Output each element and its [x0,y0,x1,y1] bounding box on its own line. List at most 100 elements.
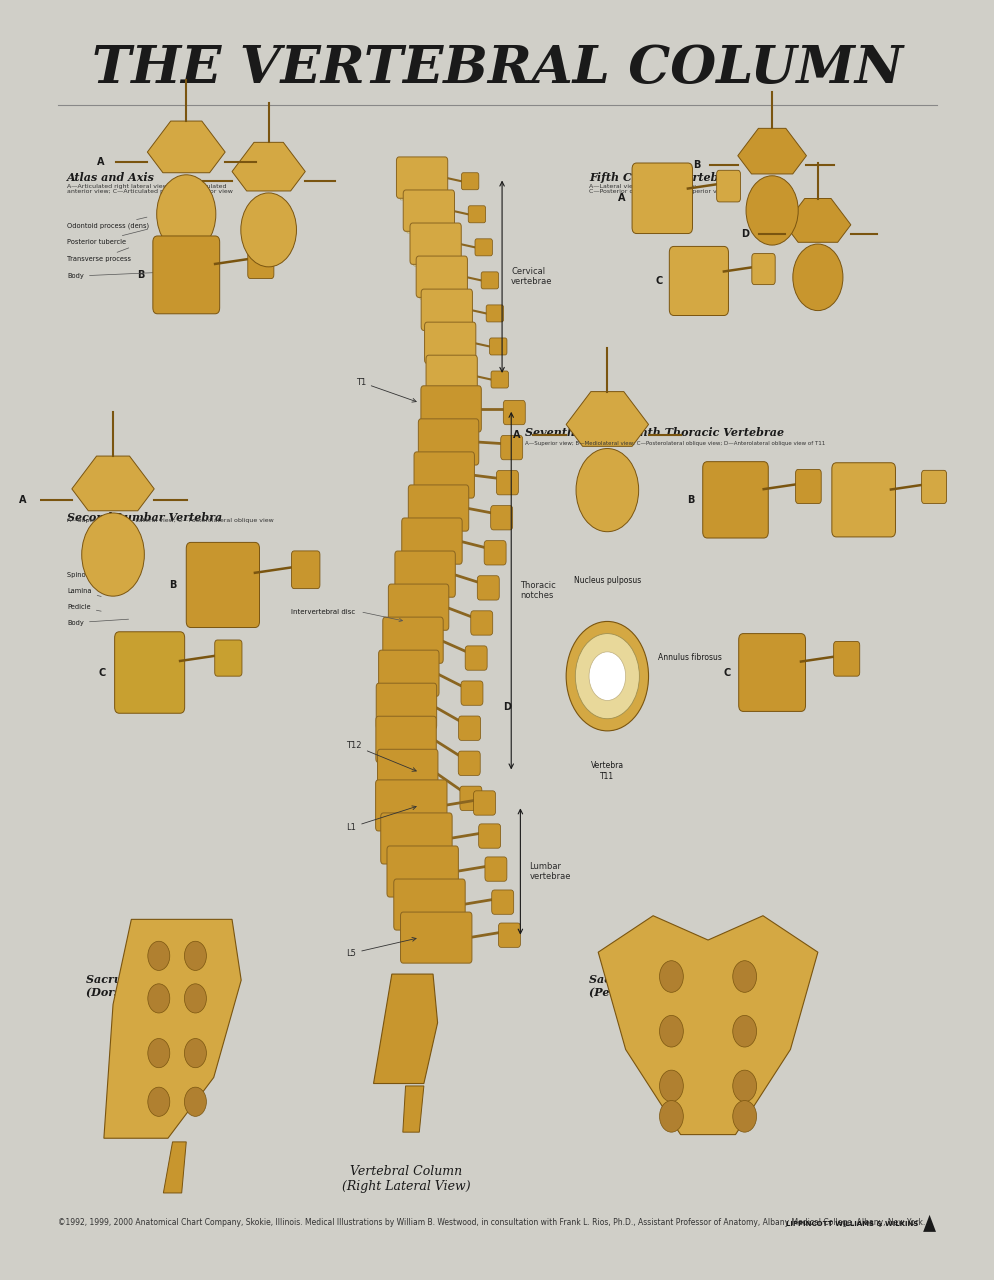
Circle shape [746,175,797,244]
Text: A: A [96,157,104,168]
Polygon shape [103,919,241,1138]
FancyBboxPatch shape [380,717,432,728]
FancyBboxPatch shape [424,420,477,431]
FancyBboxPatch shape [429,387,473,398]
Circle shape [241,193,296,266]
Text: D: D [502,701,510,712]
FancyBboxPatch shape [153,236,220,314]
FancyBboxPatch shape [401,913,471,963]
Circle shape [82,513,144,596]
Text: Intervertebral disc: Intervertebral disc [291,609,355,614]
Text: Odontoid process (dens): Odontoid process (dens) [68,218,149,229]
FancyBboxPatch shape [414,255,457,266]
FancyBboxPatch shape [920,470,945,503]
FancyBboxPatch shape [702,462,767,538]
Text: C: C [655,276,663,285]
FancyBboxPatch shape [383,617,442,663]
Circle shape [148,1038,170,1068]
FancyBboxPatch shape [387,846,458,897]
Text: A—Lateral view; B—Anterior view;
C—Posterior oblique view; D—Superior view: A—Lateral view; B—Anterior view; C—Poste… [588,183,727,195]
Text: D: D [741,229,748,238]
Circle shape [184,1038,206,1068]
Circle shape [659,1101,683,1132]
Text: LIPPINCOTT WILLIAMS & WILKINS: LIPPINCOTT WILLIAMS & WILKINS [785,1221,917,1228]
Text: L1: L1 [346,806,415,832]
Circle shape [184,1087,206,1116]
FancyBboxPatch shape [484,856,506,881]
Circle shape [184,941,206,970]
FancyBboxPatch shape [458,716,480,740]
FancyBboxPatch shape [491,371,508,388]
FancyBboxPatch shape [381,813,451,864]
FancyBboxPatch shape [403,189,454,232]
FancyBboxPatch shape [669,247,728,315]
FancyBboxPatch shape [489,338,506,355]
FancyBboxPatch shape [424,323,475,364]
FancyBboxPatch shape [392,618,444,630]
FancyBboxPatch shape [415,256,467,297]
Polygon shape [922,1215,935,1231]
FancyBboxPatch shape [395,550,455,598]
Text: B: B [687,495,694,504]
FancyBboxPatch shape [751,253,774,284]
Circle shape [148,984,170,1012]
FancyBboxPatch shape [427,353,472,365]
FancyBboxPatch shape [412,518,464,530]
FancyBboxPatch shape [458,751,480,776]
FancyBboxPatch shape [484,540,506,564]
Polygon shape [784,198,850,242]
Circle shape [566,621,648,731]
Text: Sacrum and Coccyx
(Dorsal Surface): Sacrum and Coccyx (Dorsal Surface) [85,974,207,998]
Text: B: B [169,580,176,590]
FancyBboxPatch shape [417,419,478,465]
Polygon shape [738,128,806,174]
Polygon shape [232,142,305,191]
Text: ©1992, 1999, 2000 Anatomical Chart Company, Skokie, Illinois. Medical Illustrati: ©1992, 1999, 2000 Anatomical Chart Compa… [58,1219,924,1228]
Circle shape [792,244,842,311]
FancyBboxPatch shape [503,401,525,425]
Text: A: A [19,495,26,504]
FancyBboxPatch shape [400,188,443,200]
Text: Cervical
vertebrae: Cervical vertebrae [511,268,553,287]
Text: Transverse process: Transverse process [68,248,131,262]
Circle shape [576,448,638,531]
FancyBboxPatch shape [461,173,478,189]
Text: Nucleus pulposus: Nucleus pulposus [574,576,640,585]
Circle shape [732,961,755,992]
FancyBboxPatch shape [376,684,436,730]
FancyBboxPatch shape [491,890,513,914]
Text: B: B [137,270,144,280]
FancyBboxPatch shape [716,170,740,202]
Text: C: C [184,177,192,187]
FancyBboxPatch shape [468,206,485,223]
Polygon shape [597,915,817,1134]
FancyBboxPatch shape [402,518,461,564]
FancyBboxPatch shape [410,223,461,265]
FancyBboxPatch shape [248,244,273,279]
Circle shape [659,1070,683,1102]
Text: Atlas and Axis: Atlas and Axis [68,172,155,183]
Text: Body: Body [68,620,128,626]
Circle shape [659,1015,683,1047]
FancyBboxPatch shape [795,470,820,503]
FancyBboxPatch shape [420,289,472,330]
Text: B: B [692,160,700,170]
Circle shape [732,1015,755,1047]
Circle shape [184,984,206,1012]
Text: Posterior tubercle: Posterior tubercle [68,229,147,244]
FancyBboxPatch shape [394,879,465,931]
FancyBboxPatch shape [379,750,432,762]
FancyBboxPatch shape [291,550,320,589]
FancyBboxPatch shape [375,780,446,831]
FancyBboxPatch shape [420,385,481,433]
Text: Seventh and Eleventh Thoracic Vertebrae: Seventh and Eleventh Thoracic Vertebrae [525,426,783,438]
Text: T1: T1 [355,378,415,402]
Polygon shape [72,456,154,511]
Text: Spinous process: Spinous process [68,572,121,581]
FancyBboxPatch shape [408,485,468,531]
FancyBboxPatch shape [379,650,438,696]
Text: Second Lumbar Vertebra: Second Lumbar Vertebra [68,512,223,524]
FancyBboxPatch shape [460,681,482,705]
Text: THE VERTEBRAL COLUMN: THE VERTEBRAL COLUMN [91,42,903,93]
Text: Vertebral Column
(Right Lateral View): Vertebral Column (Right Lateral View) [341,1165,470,1193]
